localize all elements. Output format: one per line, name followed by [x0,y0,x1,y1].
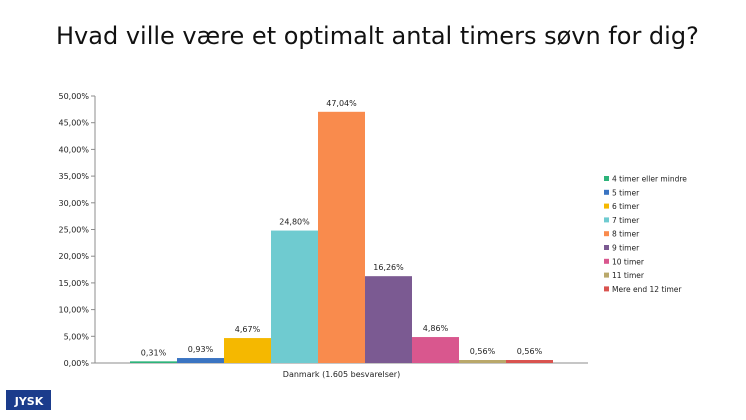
bar [459,360,506,363]
bar-data-label: 0,56% [470,347,496,356]
y-tick-label: 50,00% [58,92,89,101]
bar-data-label: 0,31% [141,348,167,357]
bar [130,361,177,363]
legend-swatch [604,286,609,292]
chart-title: Hvad ville være et optimalt antal timers… [56,22,699,50]
y-tick-label: 5,00% [64,332,90,341]
y-tick-label: 25,00% [58,226,89,235]
legend-label: 9 timer [612,244,640,253]
legend-label: 7 timer [612,216,640,225]
legend-swatch [604,272,609,278]
y-tick-label: 15,00% [58,279,89,288]
bar [177,358,224,363]
legend-swatch [604,189,609,195]
legend-label: Mere end 12 timer [612,285,682,294]
data-labels: 0,31% 0,93% 4,67% 24,80% 47,04% 16,26% 4,86% 0,… [141,99,543,358]
chart-bars [130,111,553,363]
y-tick-label: 0,00% [64,359,90,368]
x-category-label: Danmark (1.605 besvarelser) [283,370,400,379]
y-tick-label: 30,00% [58,199,89,208]
bar [271,230,318,363]
bar-data-label: 0,93% [188,345,214,354]
legend-label: 6 timer [612,202,640,211]
chart-legend: 4 timer eller mindre 5 timer 6 timer 7 time… [604,175,687,294]
bar [224,338,271,363]
legend-swatch [604,203,609,209]
legend-swatch [604,176,609,181]
bar-data-label: 4,86% [423,324,449,333]
bar [412,337,459,363]
logo-text: JYSK [14,395,44,408]
legend-swatch [604,217,609,223]
legend-label: 4 timer eller mindre [612,175,687,184]
y-tick-label: 10,00% [58,306,89,315]
legend-label: 5 timer [612,188,640,197]
bar [506,360,553,363]
bar [365,276,412,363]
legend-swatch [604,231,609,237]
legend-label: 10 timer [612,257,645,266]
bar-data-label: 0,56% [517,347,543,356]
legend-label: 11 timer [612,271,645,280]
y-tick-label: 45,00% [58,119,89,128]
bar-data-label: 16,26% [373,263,404,272]
jysk-logo: JYSK [6,390,51,410]
y-tick-label: 35,00% [58,172,89,181]
y-tick-label: 40,00% [58,145,89,154]
legend-label: 8 timer [612,230,640,239]
y-tick-label: 20,00% [58,252,89,261]
bar-data-label: 4,67% [235,325,261,334]
bar-data-label: 24,80% [279,218,310,227]
bar [318,111,365,363]
bar-data-label: 47,04% [326,99,357,108]
legend-swatch [604,258,609,264]
legend-swatch [604,245,609,250]
